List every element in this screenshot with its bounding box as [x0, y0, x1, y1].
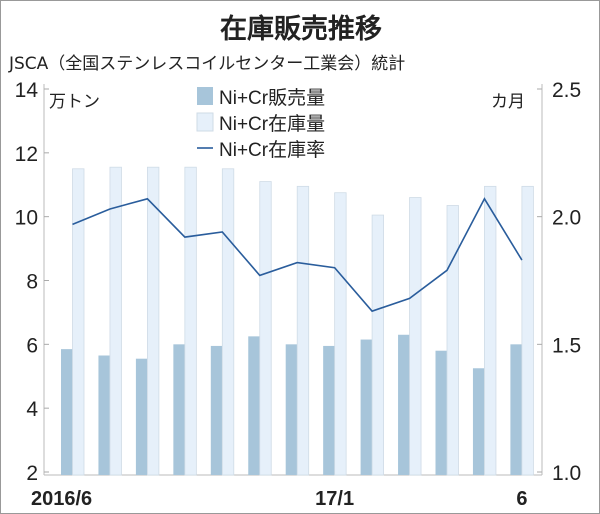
right-tick-label: 1.0 — [552, 462, 581, 485]
bar-sales — [472, 368, 485, 475]
bar-inventory — [446, 205, 459, 476]
bar-sales — [398, 334, 410, 475]
left-tick-label: 12 — [15, 143, 38, 166]
chart-subtitle: JSCA（全国ステンレスコイルセンター工業会）統計 — [9, 54, 406, 74]
bar-inventory — [409, 197, 422, 476]
left-tick-label: 14 — [15, 79, 39, 102]
x-tick-label: 2016/6 — [31, 488, 92, 510]
bar-sales — [285, 344, 298, 475]
chart-title: 在庫販売推移 — [220, 14, 382, 45]
left-tick-label: 4 — [26, 398, 38, 421]
bar-inventory — [221, 168, 235, 476]
right-tick-label: 2.0 — [552, 207, 581, 230]
legend-label-ratio: Ni+Cr在庫率 — [219, 139, 325, 161]
left-tick-label: 8 — [26, 271, 38, 294]
x-tick-label: 17/1 — [315, 488, 354, 510]
bar-sales — [210, 345, 223, 475]
left-tick-label: 6 — [26, 334, 38, 357]
legend-label-sales: Ni+Cr販売量 — [219, 87, 325, 109]
bar-inventory — [72, 168, 85, 476]
bar-sales — [435, 350, 447, 475]
bar-inventory — [296, 185, 310, 476]
bar-sales — [510, 344, 522, 475]
legend-swatch-sales — [197, 87, 213, 105]
left-axis-unit: 万トン — [49, 92, 100, 111]
bar-sales — [360, 339, 373, 475]
left-tick-label: 2 — [26, 462, 38, 485]
bar-inventory — [521, 185, 534, 476]
bar-inventory — [109, 166, 122, 476]
bar-inventory — [184, 166, 197, 476]
bar-sales — [61, 349, 73, 475]
bar-sales — [173, 344, 185, 475]
right-tick-label: 2.5 — [552, 79, 581, 102]
legend-swatch-inventory — [196, 112, 214, 132]
left-tick-label: 10 — [15, 207, 38, 230]
bar-inventory — [146, 166, 160, 476]
bar-sales — [323, 345, 335, 475]
bar-sales — [135, 358, 148, 475]
bar-inventory — [334, 192, 347, 476]
x-tick-label: 6 — [516, 488, 527, 510]
bar-sales — [248, 336, 260, 475]
legend-label-inventory: Ni+Cr在庫量 — [219, 113, 325, 135]
bar-inventory — [371, 214, 385, 476]
bar-sales — [98, 355, 110, 475]
bar-inventory — [259, 181, 272, 476]
bar-inventory — [484, 185, 497, 476]
right-axis-unit: カ月 — [491, 92, 525, 111]
right-tick-label: 1.5 — [552, 334, 581, 357]
